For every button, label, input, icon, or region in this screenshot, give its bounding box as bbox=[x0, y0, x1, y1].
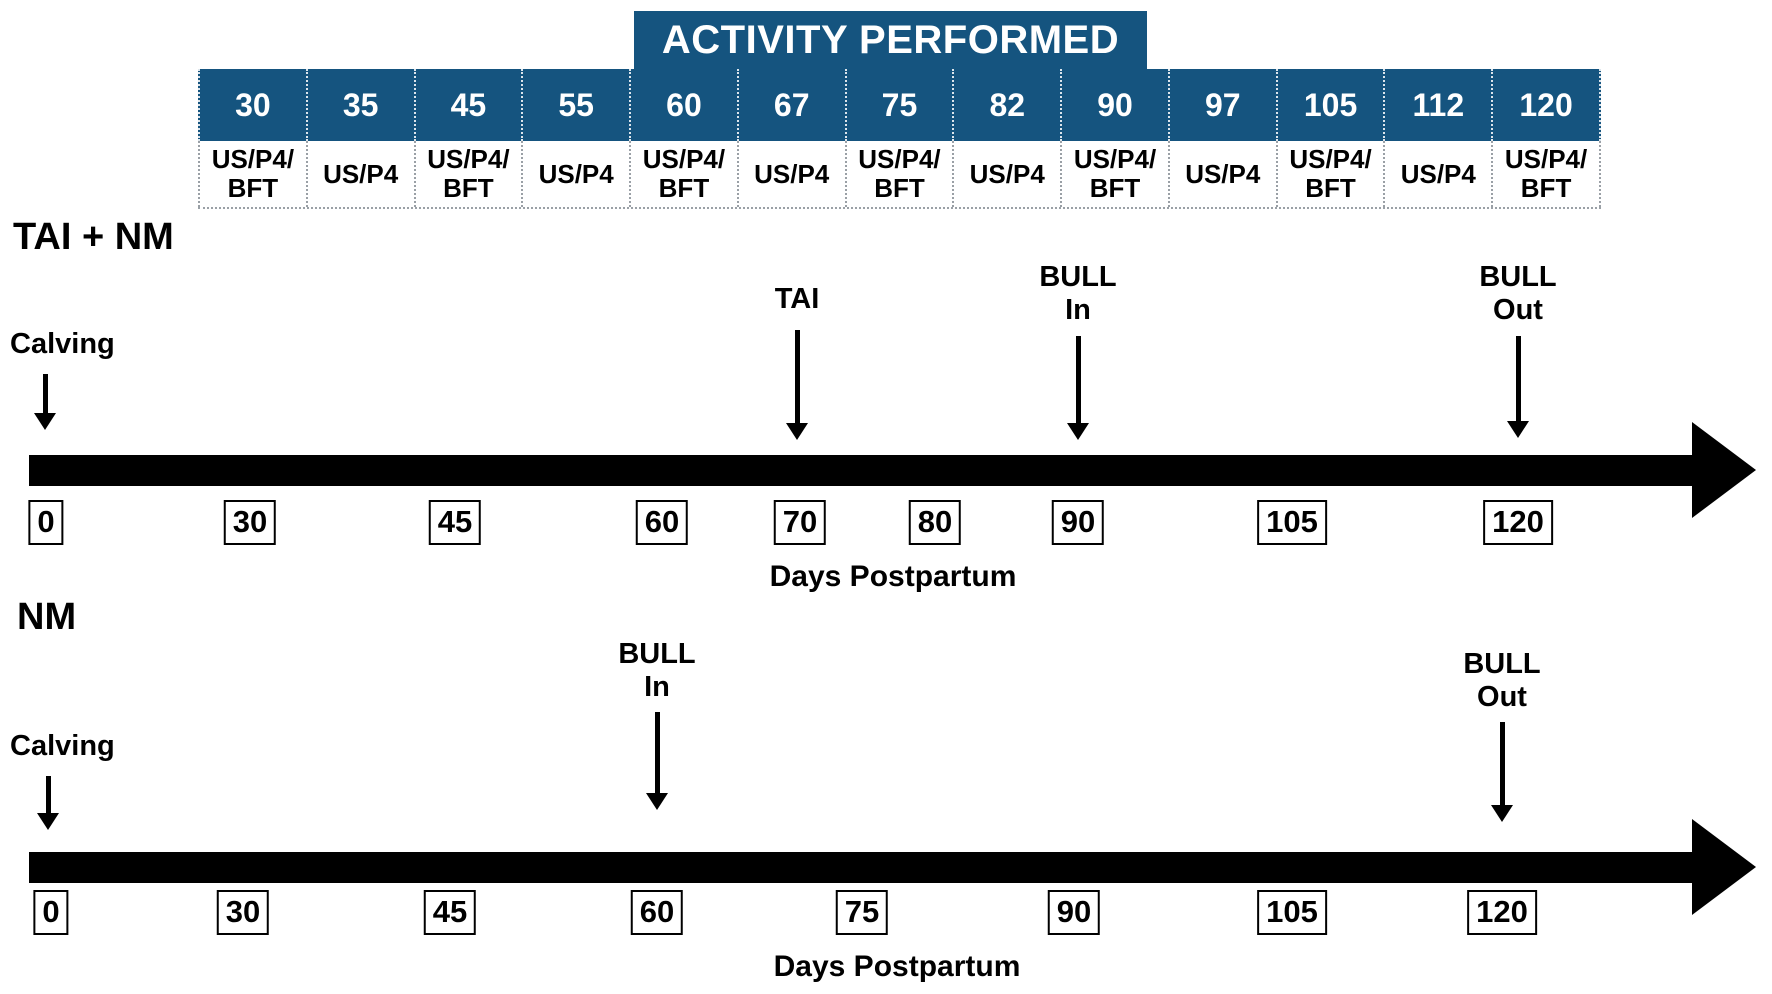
arrow-shaft bbox=[794, 330, 800, 423]
arrow-shaft bbox=[42, 374, 48, 413]
day-tick-0: 0 bbox=[33, 890, 69, 935]
arrow-head bbox=[786, 423, 808, 440]
timeline-axis-bar bbox=[29, 852, 1692, 883]
day-header-cell: 82 bbox=[954, 69, 1063, 141]
day-header-cell: 35 bbox=[307, 69, 416, 141]
bull-out-label: BULL Out bbox=[1479, 261, 1557, 327]
arrow-head bbox=[37, 813, 59, 830]
activity-cell: US/P4 bbox=[738, 141, 847, 207]
activity-cell: US/P4/ BFT bbox=[846, 141, 955, 207]
day-header-cell: 45 bbox=[415, 69, 524, 141]
arrow-shaft bbox=[1075, 336, 1081, 423]
day-tick-60: 60 bbox=[635, 500, 689, 545]
day-header-cell: 97 bbox=[1169, 69, 1278, 141]
bull-out-label: BULL Out bbox=[1463, 648, 1541, 714]
day-header-cell: 55 bbox=[523, 69, 632, 141]
arrow-shaft bbox=[654, 712, 660, 793]
activity-performed-title: ACTIVITY PERFORMED bbox=[634, 11, 1147, 70]
activity-cell: US/P4/ BFT bbox=[1277, 141, 1386, 207]
day-tick-70: 70 bbox=[773, 500, 827, 545]
day-tick-45: 45 bbox=[423, 890, 477, 935]
table-activity-row: US/P4/ BFT US/P4 US/P4/ BFT US/P4 US/P4/ BFT… bbox=[198, 141, 1601, 209]
activity-cell: US/P4 bbox=[1169, 141, 1278, 207]
activity-cell: US/P4/ BFT bbox=[198, 141, 308, 207]
bull-in-label: BULL In bbox=[1039, 261, 1117, 327]
arrow-head bbox=[1491, 805, 1513, 822]
bull-in-label: BULL In bbox=[618, 638, 696, 704]
day-header-cell: 112 bbox=[1385, 69, 1494, 141]
day-header-cell: 75 bbox=[846, 69, 955, 141]
day-tick-30: 30 bbox=[216, 890, 270, 935]
day-tick-105: 105 bbox=[1257, 890, 1327, 935]
day-tick-90: 90 bbox=[1047, 890, 1101, 935]
arrow-head bbox=[646, 793, 668, 810]
days-postpartum-label: Days Postpartum bbox=[769, 560, 1017, 593]
bull-out-arrow-icon bbox=[1506, 336, 1530, 438]
title-text: ACTIVITY PERFORMED bbox=[661, 18, 1120, 62]
bull-in-arrow-icon bbox=[645, 712, 669, 810]
day-tick-105: 105 bbox=[1257, 500, 1327, 545]
day-header-cell: 30 bbox=[198, 69, 308, 141]
activity-cell: US/P4/ BFT bbox=[1493, 141, 1601, 207]
activity-cell: US/P4/ BFT bbox=[631, 141, 739, 207]
timeline-axis-bar bbox=[29, 455, 1692, 486]
activity-cell: US/P4 bbox=[954, 141, 1063, 207]
calving-arrow-icon bbox=[33, 374, 57, 430]
tai-label: TAI bbox=[774, 283, 820, 315]
activity-cell: US/P4 bbox=[1385, 141, 1494, 207]
arrow-shaft bbox=[45, 776, 51, 813]
arrow-head bbox=[34, 413, 56, 430]
day-header-cell: 120 bbox=[1493, 69, 1601, 141]
bull-in-arrow-icon bbox=[1066, 336, 1090, 440]
timeline-axis-arrowhead-icon bbox=[1692, 819, 1756, 915]
arrow-shaft bbox=[1499, 722, 1505, 805]
timeline-axis-arrowhead-icon bbox=[1692, 422, 1756, 518]
day-tick-45: 45 bbox=[428, 500, 482, 545]
day-tick-60: 60 bbox=[630, 890, 684, 935]
activity-table: 30 35 45 55 60 67 75 82 90 97 105 112 120 US/P4/ BFT… bbox=[198, 69, 1601, 209]
calving-label: Calving bbox=[10, 730, 115, 762]
day-tick-120: 120 bbox=[1467, 890, 1537, 935]
day-tick-120: 120 bbox=[1483, 500, 1553, 545]
day-header-cell: 67 bbox=[738, 69, 847, 141]
activity-cell: US/P4/ BFT bbox=[415, 141, 524, 207]
day-header-cell: 90 bbox=[1062, 69, 1170, 141]
day-header-cell: 105 bbox=[1277, 69, 1386, 141]
activity-cell: US/P4/ BFT bbox=[1062, 141, 1170, 207]
days-postpartum-label: Days Postpartum bbox=[773, 950, 1021, 983]
arrow-head bbox=[1507, 421, 1529, 438]
day-tick-30: 30 bbox=[223, 500, 277, 545]
day-tick-90: 90 bbox=[1051, 500, 1105, 545]
arrow-shaft bbox=[1515, 336, 1521, 421]
activity-cell: US/P4 bbox=[523, 141, 632, 207]
timeline-label-nm: NM bbox=[17, 596, 77, 638]
activity-cell: US/P4 bbox=[307, 141, 416, 207]
day-tick-0: 0 bbox=[28, 500, 64, 545]
calving-label: Calving bbox=[10, 328, 115, 360]
bull-out-arrow-icon bbox=[1490, 722, 1514, 822]
table-day-row: 30 35 45 55 60 67 75 82 90 97 105 112 120 bbox=[198, 69, 1601, 141]
calving-arrow-icon bbox=[36, 776, 60, 830]
arrow-head bbox=[1067, 423, 1089, 440]
day-tick-80: 80 bbox=[908, 500, 962, 545]
tai-arrow-icon bbox=[785, 330, 809, 440]
timeline-label-tai-nm: TAI + NM bbox=[13, 216, 174, 258]
day-header-cell: 60 bbox=[631, 69, 739, 141]
day-tick-75: 75 bbox=[835, 890, 889, 935]
